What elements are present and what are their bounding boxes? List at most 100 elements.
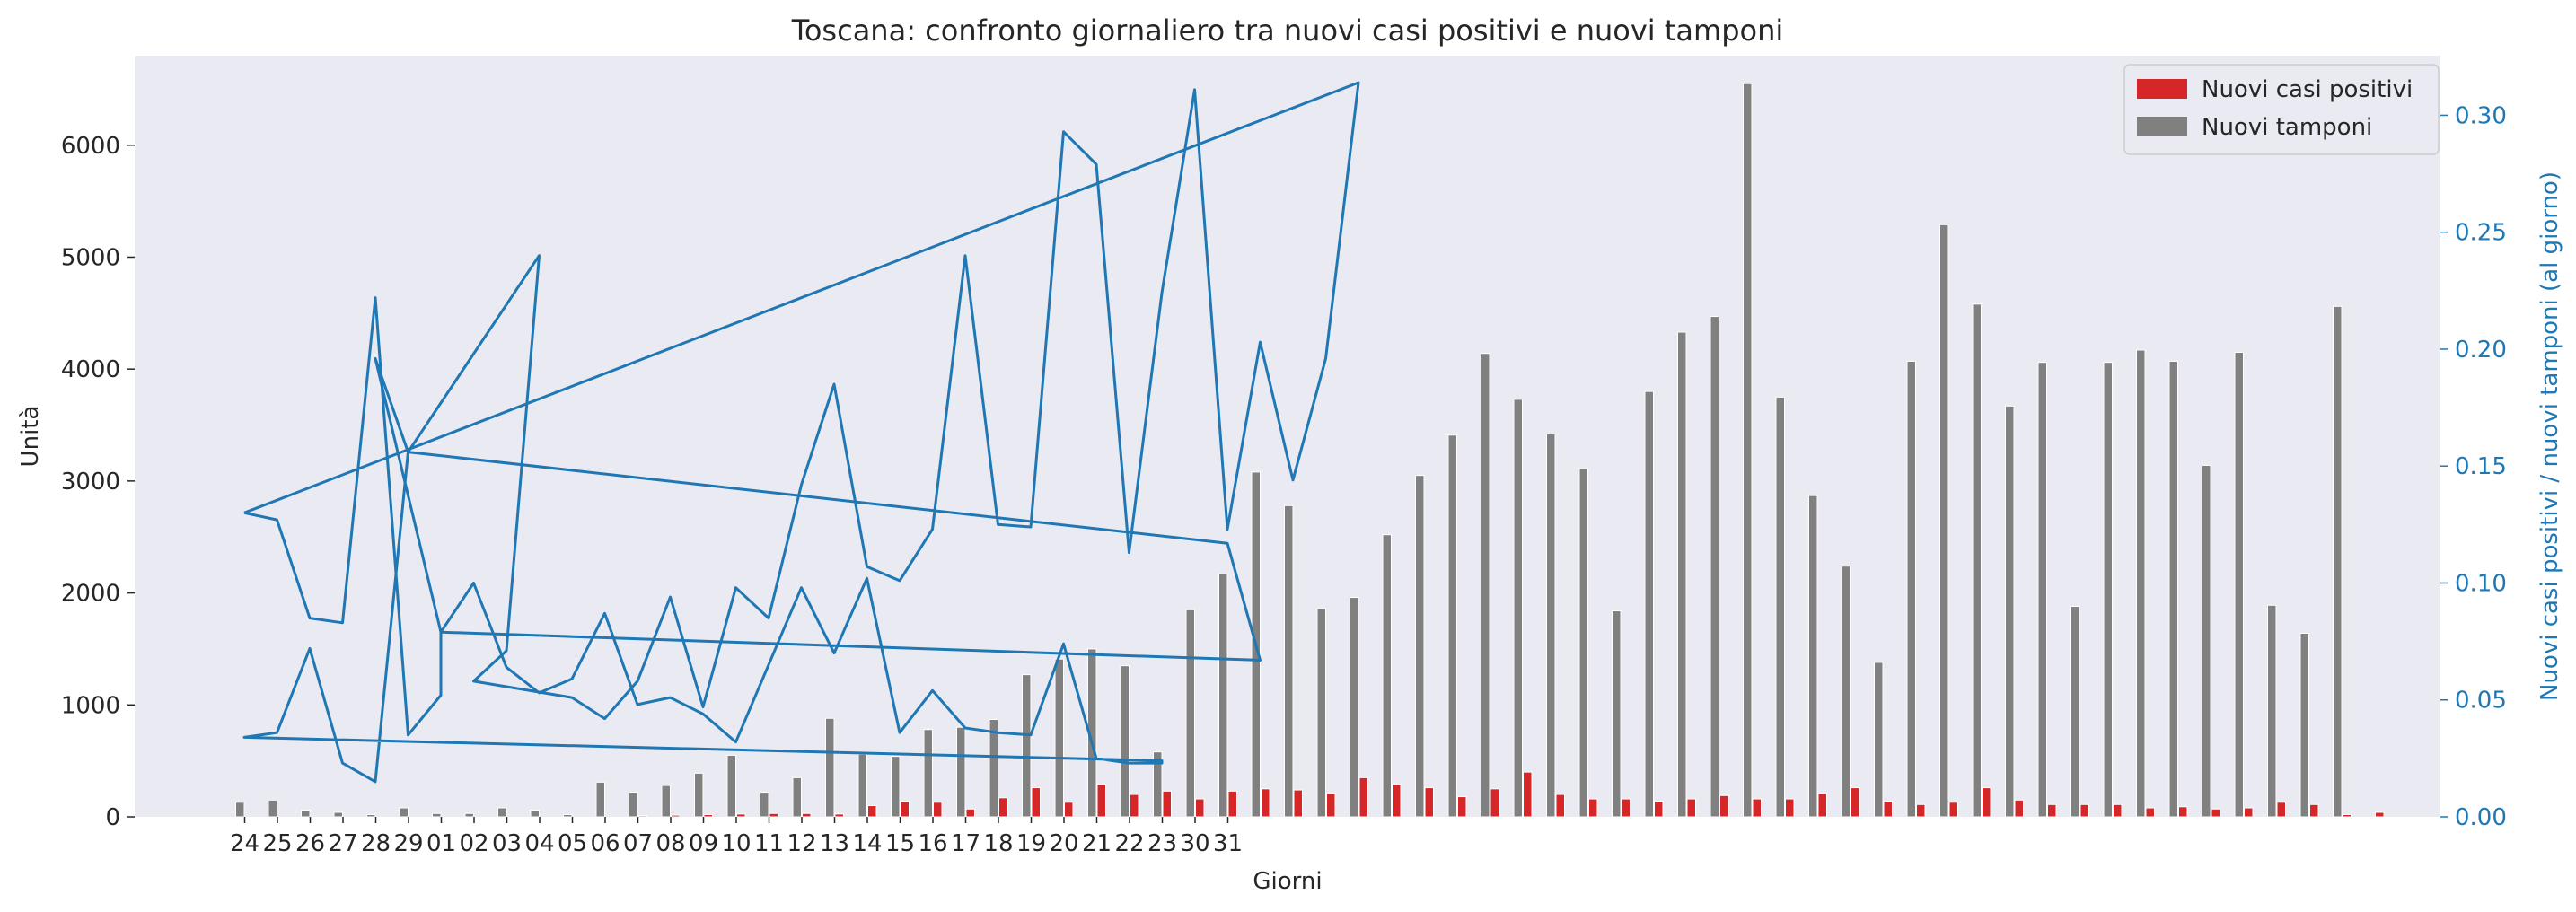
- bar-tamponi: [1185, 609, 1195, 818]
- bar-positivi: [1555, 794, 1565, 818]
- bar-tamponi: [530, 810, 540, 818]
- x-tick-label: 29: [393, 830, 423, 857]
- bar-positivi: [1948, 802, 1958, 818]
- x-tick-label: 20: [1049, 830, 1078, 857]
- bar-tamponi: [1874, 662, 1884, 818]
- x-tick-label: 28: [361, 830, 391, 857]
- bar-positivi: [998, 797, 1008, 818]
- bar-tamponi: [1906, 360, 1916, 818]
- bar-tamponi: [2136, 349, 2146, 818]
- bar-positivi: [671, 814, 681, 818]
- bar-positivi: [1588, 798, 1598, 818]
- bar-positivi: [1130, 794, 1139, 818]
- y-axis-label: Unità: [17, 406, 44, 468]
- bar-positivi: [2342, 814, 2352, 818]
- bar-positivi: [1719, 794, 1729, 818]
- bar-tamponi: [1447, 434, 1457, 818]
- chart-title: Toscana: confronto giornaliero tra nuovi…: [791, 13, 1784, 48]
- bar-positivi: [1982, 787, 1991, 818]
- y2-tick-label: 0.20: [2455, 337, 2507, 364]
- bar-positivi: [1490, 788, 1499, 818]
- legend-box: [2123, 64, 2440, 155]
- bar-positivi: [1162, 790, 1172, 818]
- y2-tick-label: 0.15: [2455, 453, 2507, 480]
- bar-positivi: [1096, 784, 1106, 818]
- bar-tamponi: [1284, 504, 1294, 818]
- bar-tamponi: [301, 810, 311, 818]
- bar-tamponi: [661, 785, 671, 818]
- bar-positivi: [1424, 787, 1434, 818]
- bar-tamponi: [2103, 362, 2113, 818]
- bar-tamponi: [825, 717, 835, 818]
- y2-tick-label: 0.25: [2455, 220, 2507, 247]
- x-tick-label: 05: [558, 830, 587, 857]
- bar-positivi: [1293, 789, 1303, 818]
- bar-tamponi: [726, 754, 736, 818]
- y-tick-label: 5000: [61, 244, 120, 271]
- legend-swatch-positivi: [2137, 79, 2187, 99]
- bar-tamponi: [1677, 331, 1687, 818]
- bar-tamponi: [2070, 606, 2080, 818]
- bar-tamponi: [268, 799, 277, 818]
- bar-tamponi: [1578, 468, 1588, 818]
- bar-positivi: [965, 808, 975, 818]
- bar-tamponi: [1644, 390, 1654, 818]
- x-tick-label: 26: [295, 830, 325, 857]
- bar-tamponi: [760, 792, 769, 818]
- bar-positivi: [1031, 787, 1041, 818]
- bar-tamponi: [464, 812, 474, 818]
- bar-tamponi: [629, 792, 638, 818]
- bar-tamponi: [333, 811, 343, 818]
- x-tick-label: 07: [623, 830, 653, 857]
- x-tick-label: 19: [1016, 830, 1046, 857]
- x-tick-label: 06: [590, 830, 620, 857]
- bar-positivi: [1261, 788, 1270, 818]
- y-tick-label: 0: [105, 804, 120, 831]
- bar-positivi: [703, 814, 713, 818]
- bar-positivi: [1358, 776, 1368, 818]
- bar-tamponi: [694, 772, 704, 818]
- bar-positivi: [1621, 798, 1631, 818]
- bar-tamponi: [1841, 566, 1851, 818]
- x-tick-label: 15: [885, 830, 915, 857]
- bar-positivi: [1523, 771, 1533, 818]
- x-tick-label: 25: [262, 830, 292, 857]
- bar-tamponi: [1546, 434, 1556, 818]
- bar-positivi: [2014, 799, 2024, 818]
- bar-tamponi: [595, 781, 605, 818]
- x-tick-label: 27: [328, 830, 357, 857]
- bar-positivi: [933, 802, 943, 818]
- bar-positivi: [2244, 807, 2254, 818]
- bar-tamponi: [1808, 495, 1818, 818]
- x-tick-label: 10: [721, 830, 751, 857]
- bar-positivi: [2047, 803, 2057, 818]
- bar-positivi: [1916, 803, 1926, 818]
- bar-positivi: [769, 812, 778, 818]
- y2-tick-label: 0.30: [2455, 102, 2507, 129]
- x-tick-label: 08: [655, 830, 685, 857]
- bar-tamponi: [399, 807, 409, 818]
- bar-tamponi: [792, 776, 802, 818]
- y-tick-label: 4000: [61, 356, 120, 383]
- bar-tamponi: [857, 753, 867, 818]
- bar-positivi: [1195, 798, 1205, 818]
- bar-positivi: [2145, 807, 2155, 818]
- bar-positivi: [736, 813, 746, 818]
- x-tick-label: 01: [426, 830, 456, 857]
- x-tick-label: 30: [1180, 830, 1209, 857]
- bar-tamponi: [1350, 597, 1359, 818]
- legend-swatch-tamponi: [2137, 117, 2187, 136]
- bar-tamponi: [497, 807, 507, 818]
- bar-tamponi: [1218, 573, 1228, 818]
- y2-tick-label: 0.00: [2455, 804, 2507, 831]
- bar-tamponi: [1775, 396, 1785, 818]
- x-tick-label: 17: [951, 830, 980, 857]
- bar-positivi: [1457, 796, 1467, 818]
- legend: Nuovi casi positivi Nuovi tamponi: [2123, 64, 2440, 155]
- bar-tamponi: [235, 802, 245, 818]
- bar-positivi: [900, 801, 910, 818]
- bar-tamponi: [1022, 674, 1032, 818]
- legend-label-positivi: Nuovi casi positivi: [2202, 76, 2413, 103]
- y-tick-label: 1000: [61, 692, 120, 719]
- bar-tamponi: [956, 726, 966, 818]
